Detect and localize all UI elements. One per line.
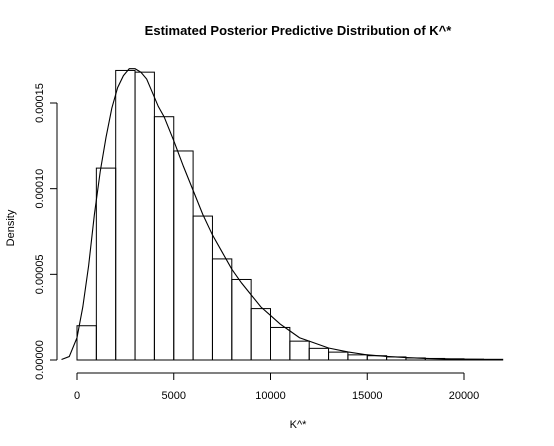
y-tick-label: 0.00000 [34, 340, 46, 380]
x-tick-label: 0 [74, 390, 80, 402]
x-tick-label: 15000 [352, 390, 383, 402]
histogram-bar [250, 308, 271, 361]
histogram-bar [153, 116, 175, 361]
histogram-bars [76, 69, 504, 361]
y-axis: 0.00000 0.00005 0.00010 0.00015 [34, 83, 58, 380]
histogram-bar [308, 347, 330, 361]
histogram-bar [134, 71, 155, 361]
histogram-bar [328, 351, 349, 361]
y-tick-label: 0.00005 [34, 254, 46, 294]
histogram-bar [270, 326, 291, 361]
histogram-bar [192, 215, 213, 361]
histogram-bar [211, 258, 233, 361]
chart-title: Estimated Posterior Predictive Distribut… [145, 23, 453, 38]
histogram-bar [289, 340, 310, 361]
y-tick-label: 0.00010 [34, 169, 46, 209]
x-axis-label: K^* [290, 419, 307, 431]
histogram-bar [347, 354, 368, 361]
y-axis-label: Density [5, 209, 17, 246]
histogram-bar [76, 325, 97, 361]
density-curve [61, 68, 503, 361]
x-tick-label: 20000 [449, 390, 480, 402]
x-axis: 0 5000 10000 15000 20000 [74, 372, 480, 402]
x-tick-label: 5000 [162, 390, 186, 402]
x-tick-label: 10000 [255, 390, 286, 402]
histogram-bar [115, 69, 136, 361]
histogram-bar [95, 167, 117, 361]
y-tick-label: 0.00015 [34, 83, 46, 123]
